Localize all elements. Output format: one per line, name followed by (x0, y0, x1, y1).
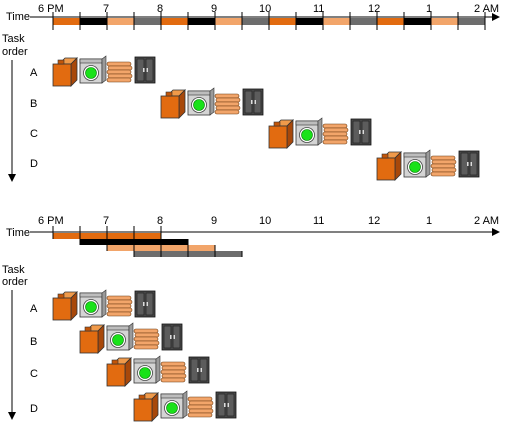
dryer-icon (295, 117, 323, 146)
closet-icon (134, 290, 156, 318)
dryer-icon (79, 289, 107, 318)
stage-fold (215, 18, 242, 25)
tick-label: 12 (368, 215, 380, 227)
task-label: A (30, 303, 38, 315)
task-order-label: order (2, 46, 28, 58)
stage-wash (161, 18, 188, 25)
stage-fold (323, 18, 350, 25)
tick-label: 8 (157, 3, 163, 15)
washer-icon (160, 89, 186, 119)
tick-label: 10 (259, 215, 271, 227)
task-label: D (30, 403, 38, 415)
stage-wash (53, 18, 80, 25)
folded-clothes-icon (322, 123, 349, 145)
closet-icon (134, 56, 156, 84)
folded-clothes-icon (160, 361, 187, 383)
stage-dry (404, 18, 431, 25)
folded-clothes-icon (133, 328, 160, 350)
tick-label: 11 (313, 215, 324, 227)
dryer-icon (79, 55, 107, 84)
tick-label: 9 (211, 215, 217, 227)
washer-icon (376, 151, 402, 181)
time-label: Time (6, 227, 30, 239)
washer-icon (52, 57, 78, 87)
tick-label: 1 (426, 3, 432, 15)
closet-icon (161, 323, 183, 351)
stage-dry (296, 18, 323, 25)
pipelined-diagram: 6 PM 7 8 9 10 11 12 1 2 AM Time Task ord… (2, 215, 500, 422)
task-label: C (30, 368, 38, 380)
stage-dry (80, 18, 107, 25)
tick-label: 11 (313, 3, 324, 15)
task-label: B (30, 336, 37, 348)
task-label: C (30, 128, 38, 140)
stage-dry (188, 18, 215, 25)
tick-label: 2 AM (474, 3, 499, 15)
task-c-load (106, 355, 210, 387)
dryer-icon (106, 322, 134, 351)
stage-wash (269, 18, 296, 25)
task-b-load (79, 322, 183, 354)
closet-icon (458, 150, 480, 178)
stage-wash (377, 18, 404, 25)
stage-store (458, 18, 485, 25)
washer-icon (79, 324, 105, 354)
stage-store (350, 18, 377, 25)
tick-label: 6 PM (38, 215, 64, 227)
tick-label: 7 (103, 215, 109, 227)
task-d-load (133, 390, 237, 422)
task-a-load (52, 289, 156, 321)
task-label: D (30, 158, 38, 170)
time-label: Time (6, 11, 30, 23)
tick-label: 10 (259, 3, 271, 15)
closet-icon (350, 118, 372, 146)
stage-fold (431, 18, 458, 25)
washer-icon (133, 392, 159, 422)
task-label: A (30, 67, 38, 79)
closet-icon (215, 391, 237, 419)
stage-store (134, 18, 161, 25)
task-order-label: Task (2, 264, 25, 276)
tick-label: 8 (157, 215, 163, 227)
task-d-load (376, 149, 480, 181)
washer-icon (106, 357, 132, 387)
task-label: B (30, 98, 37, 110)
tick-label: 7 (103, 3, 109, 15)
folded-clothes-icon (106, 295, 133, 317)
stage-fold (107, 18, 134, 25)
dryer-icon (187, 87, 215, 116)
closet-icon (188, 356, 210, 384)
folded-clothes-icon (106, 61, 133, 83)
closet-icon (242, 88, 264, 116)
dryer-icon (133, 355, 161, 384)
tick-label: 12 (368, 3, 380, 15)
dryer-icon (160, 390, 188, 419)
washer-icon (268, 119, 294, 149)
task-order-label: order (2, 276, 28, 288)
tick-label: 1 (426, 215, 432, 227)
tick-label: 2 AM (474, 215, 499, 227)
tick-label: 9 (211, 3, 217, 15)
task-c-load (268, 117, 372, 149)
folded-clothes-icon (214, 93, 241, 115)
stage-store (242, 18, 269, 25)
dryer-icon (403, 149, 431, 178)
washer-icon (52, 291, 78, 321)
folded-clothes-icon (187, 396, 214, 418)
folded-clothes-icon (430, 155, 457, 177)
task-a-load (52, 55, 156, 87)
tick-label: 6 PM (38, 3, 64, 15)
task-order-label: Task (2, 33, 25, 45)
task-b-load (160, 87, 264, 119)
sequential-diagram: 6 PM 7 8 9 10 11 12 1 2 AM Time (2, 3, 500, 182)
